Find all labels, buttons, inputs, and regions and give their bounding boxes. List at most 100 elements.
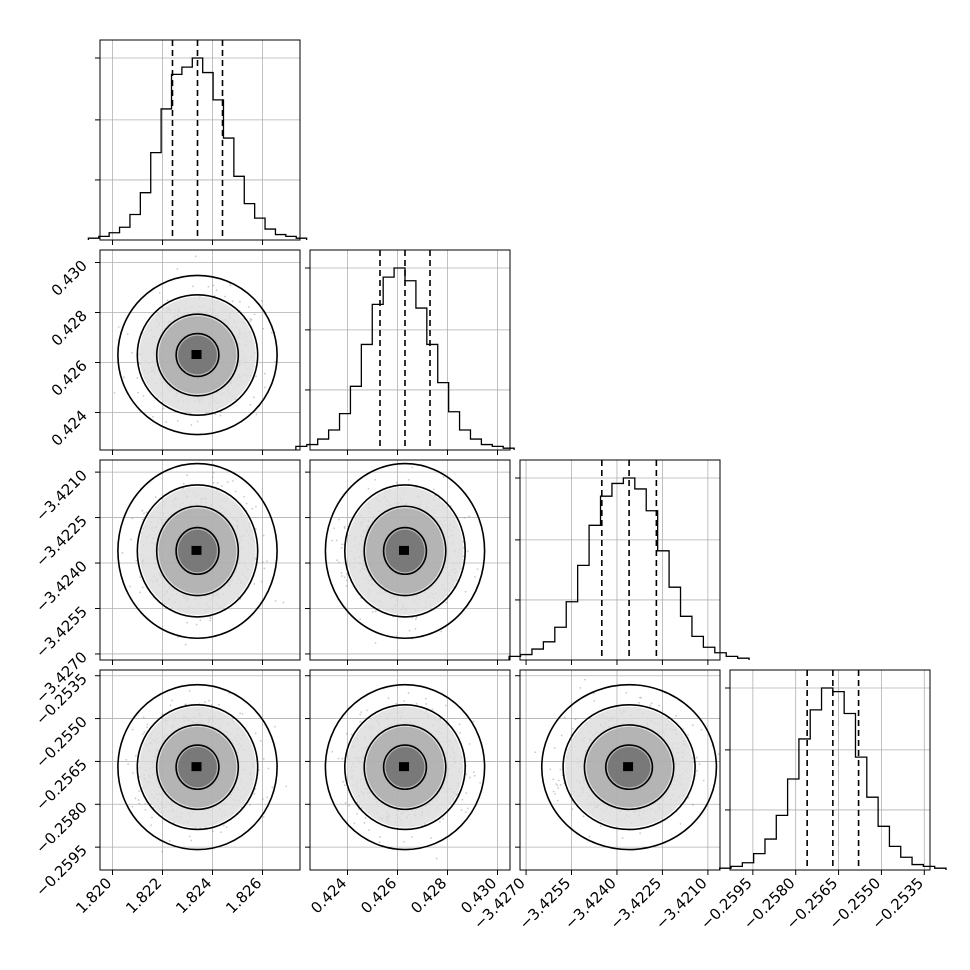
sample-point — [403, 700, 406, 702]
sample-point — [337, 757, 340, 760]
sample-point — [696, 756, 698, 759]
sample-point — [374, 478, 377, 481]
sample-point — [226, 481, 229, 483]
sample-point — [692, 761, 695, 763]
sample-point — [262, 758, 265, 760]
sample-point — [407, 478, 410, 481]
sample-point — [463, 516, 466, 519]
sample-point — [266, 796, 269, 799]
density-peak — [399, 545, 409, 555]
sample-point — [675, 715, 677, 717]
sample-point — [231, 300, 234, 303]
sample-point — [122, 376, 125, 379]
sample-point — [139, 591, 142, 594]
sample-point — [224, 295, 226, 298]
sample-point — [438, 821, 441, 823]
panel-1-1 — [295, 249, 515, 455]
panel-frame — [309, 459, 511, 661]
sample-point — [343, 784, 346, 787]
sample-point — [220, 485, 223, 487]
sample-point — [150, 824, 153, 827]
sample-point — [152, 415, 154, 418]
panel-frame — [99, 39, 301, 241]
x-tick-label-0-1: 1.822 — [122, 874, 165, 917]
contour-level-0 — [175, 526, 220, 576]
sample-point — [553, 747, 556, 749]
sample-point — [262, 816, 265, 818]
sample-point — [141, 586, 144, 589]
sample-point — [228, 692, 230, 695]
sample-point — [245, 502, 248, 505]
sample-point — [360, 711, 363, 713]
sample-point — [143, 512, 145, 515]
contour-level-3 — [324, 462, 486, 640]
sample-point — [552, 778, 554, 781]
sample-point — [194, 255, 197, 258]
sample-point — [282, 601, 285, 604]
contour-level-2 — [343, 484, 467, 618]
sample-point — [220, 831, 222, 834]
sample-point — [359, 720, 362, 723]
sample-point — [165, 421, 168, 423]
sample-point — [121, 551, 124, 554]
density-peak — [191, 545, 202, 555]
sample-point — [559, 768, 562, 771]
sample-point — [343, 576, 346, 579]
sample-point — [343, 525, 346, 528]
sample-point — [204, 701, 206, 704]
sample-point — [341, 543, 344, 546]
sample-point — [259, 739, 262, 742]
sample-point — [464, 590, 467, 593]
sample-point — [138, 790, 140, 792]
sample-point — [331, 750, 334, 753]
sample-point — [650, 702, 653, 705]
sample-point — [129, 585, 131, 588]
sample-point — [134, 797, 137, 800]
sample-point — [184, 703, 187, 706]
sample-point — [425, 703, 428, 705]
sample-point — [557, 787, 560, 790]
sample-point — [195, 623, 198, 626]
sample-point — [214, 413, 217, 416]
contour-level-1 — [583, 724, 675, 811]
sample-point — [415, 616, 418, 619]
contour-level-1 — [363, 724, 447, 811]
sample-point — [253, 313, 256, 316]
sample-point — [263, 372, 266, 375]
sample-point — [335, 539, 338, 542]
contour-level-2 — [136, 704, 259, 831]
sample-point — [199, 619, 202, 622]
panel-3-3 — [719, 669, 947, 875]
sample-point — [552, 790, 555, 793]
sample-point — [176, 268, 179, 270]
sample-point — [127, 763, 130, 766]
sample-point — [212, 481, 215, 484]
sample-point — [135, 754, 137, 757]
sample-point — [555, 783, 557, 785]
sample-point — [249, 403, 252, 406]
sample-point — [142, 716, 145, 719]
sample-point — [117, 326, 120, 328]
sample-point — [169, 704, 172, 707]
sample-point — [534, 751, 537, 754]
sample-point — [679, 822, 682, 825]
contour-level-0 — [175, 744, 220, 791]
sample-point — [476, 568, 479, 571]
sample-point — [442, 817, 445, 820]
sample-point — [140, 531, 142, 534]
sample-point — [261, 798, 264, 800]
sample-point — [432, 488, 435, 491]
sample-point — [218, 703, 220, 706]
sample-point — [378, 841, 381, 844]
sample-point — [131, 805, 134, 808]
sample-point — [131, 351, 133, 354]
sample-point — [368, 829, 370, 832]
sample-point — [274, 360, 276, 363]
panel-2-1 — [305, 459, 511, 665]
sample-point — [430, 837, 432, 839]
sample-point — [131, 517, 134, 520]
sample-point — [158, 291, 161, 294]
sample-point — [126, 333, 129, 336]
y-tick-label-1-2: 0.428 — [48, 307, 91, 350]
contour-level-0 — [382, 744, 428, 791]
